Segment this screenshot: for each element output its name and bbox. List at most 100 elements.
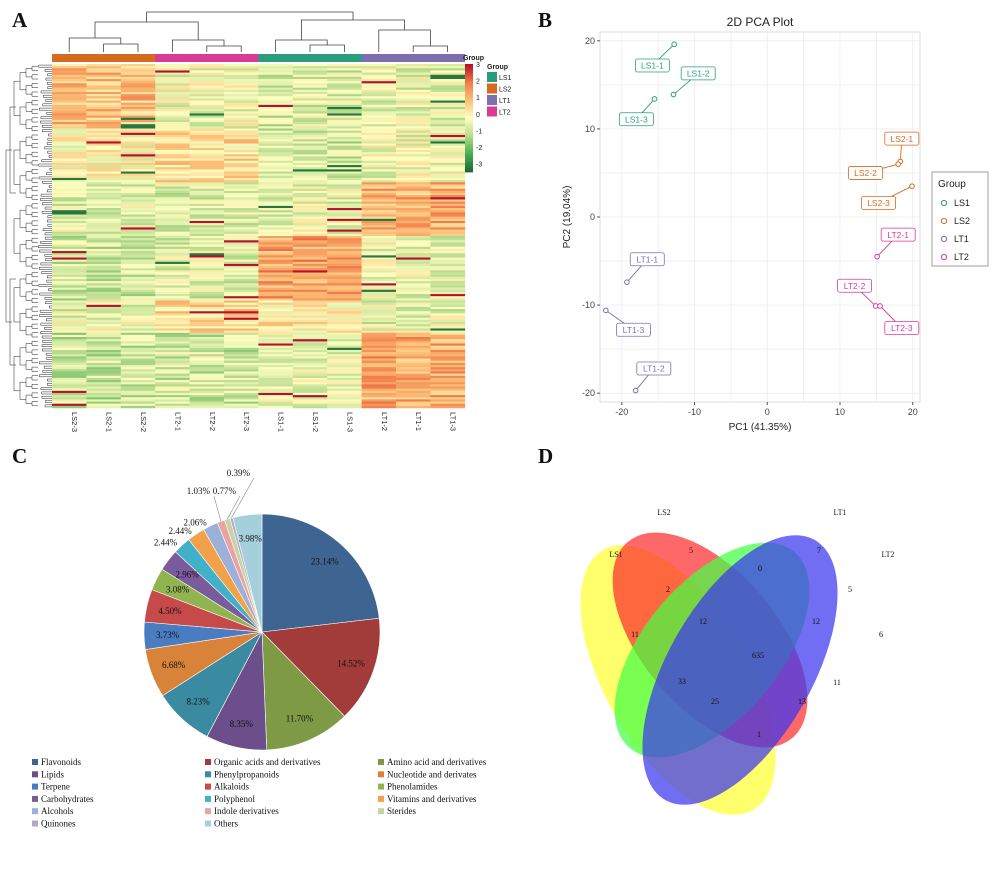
heatmap-cell <box>86 373 122 376</box>
color-scale-step <box>465 135 473 138</box>
pie-legend-label: Alkaloids <box>214 782 249 792</box>
dendrogram-branch <box>25 85 32 95</box>
heatmap-cell <box>327 87 362 91</box>
heatmap-cell <box>224 197 259 200</box>
heatmap-cell <box>224 143 259 146</box>
heatmap-cell <box>52 326 87 329</box>
heatmap-cell <box>327 263 362 267</box>
heatmap-cell <box>189 309 225 312</box>
heatmap-cell <box>396 188 431 192</box>
heatmap-cell <box>292 362 328 366</box>
heatmap-cell <box>155 208 190 211</box>
heatmap-cell <box>52 294 87 297</box>
heatmap-cell <box>224 162 259 166</box>
heatmap-cell <box>361 291 397 295</box>
heatmap-group-bar <box>155 54 190 62</box>
heatmap-cell <box>292 214 328 217</box>
heatmap-cell <box>155 150 190 153</box>
heatmap-cell <box>430 150 466 153</box>
heatmap-cell <box>224 330 259 333</box>
dendrogram-leaf <box>47 223 52 227</box>
heatmap-cell <box>258 173 294 177</box>
heatmap-cell <box>327 257 362 260</box>
heatmap-cell <box>327 70 362 73</box>
heatmap-cell <box>430 302 466 306</box>
heatmap-cell <box>292 167 328 170</box>
heatmap-cell <box>189 137 225 140</box>
heatmap-cell <box>120 304 156 308</box>
heatmap-cell <box>292 96 328 99</box>
heatmap-cell <box>430 220 466 224</box>
heatmap-cell <box>189 315 225 318</box>
heatmap-cell <box>189 210 225 213</box>
heatmap-cell <box>155 190 190 194</box>
heatmap-cell <box>120 156 156 159</box>
heatmap-cell <box>327 270 362 273</box>
heatmap-cell <box>86 313 122 316</box>
dendrogram-leaf <box>46 142 52 145</box>
heatmap-cell <box>292 182 328 185</box>
heatmap-cell <box>86 141 122 144</box>
heatmap-cell <box>155 347 190 351</box>
heatmap-cell <box>396 360 431 364</box>
heatmap-cell <box>361 147 397 151</box>
heatmap-cell <box>155 326 190 329</box>
heatmap-cell <box>224 360 259 364</box>
heatmap-cell <box>258 89 294 93</box>
heatmap-cell <box>258 100 294 103</box>
heatmap-cell <box>155 87 190 91</box>
heatmap-cell <box>189 212 225 215</box>
heatmap-cell <box>396 354 431 357</box>
heatmap-cell <box>430 171 466 174</box>
heatmap-cell <box>292 375 328 379</box>
heatmap-cell <box>292 173 328 177</box>
dendrogram-leaf <box>46 318 52 322</box>
heatmap-cell <box>430 218 466 222</box>
heatmap-cell <box>224 195 259 198</box>
heatmap-cell <box>120 255 156 258</box>
heatmap-cell <box>258 130 294 134</box>
dendrogram-leaf <box>46 112 52 115</box>
heatmap-cell <box>258 341 294 344</box>
heatmap-cell <box>292 294 328 297</box>
heatmap-cell <box>224 349 259 353</box>
heatmap-cell <box>189 266 225 269</box>
heatmap-cell <box>327 362 362 366</box>
heatmap-cell <box>396 403 431 407</box>
heatmap-cell <box>155 248 190 252</box>
dendrogram-leaf <box>41 202 52 206</box>
heatmap-cell <box>189 107 225 110</box>
heatmap-cell <box>52 358 87 361</box>
heatmap-cell <box>327 141 362 144</box>
heatmap-cell <box>361 306 397 310</box>
heatmap-cell <box>292 236 328 239</box>
heatmap-cell <box>361 405 397 409</box>
pie-legend-label: Flavonoids <box>41 757 82 767</box>
heatmap-cell <box>258 109 294 112</box>
group-legend-swatch <box>487 72 497 82</box>
heatmap-cell <box>189 347 225 351</box>
heatmap-cell <box>292 309 328 312</box>
dendrogram-branch <box>25 240 32 250</box>
heatmap-cell <box>258 306 294 310</box>
pie-slice <box>261 617 381 717</box>
heatmap-cell <box>258 347 294 351</box>
heatmap-cell <box>327 124 362 127</box>
heatmap-cell <box>86 113 122 116</box>
heatmap-cell <box>396 339 431 342</box>
heatmap-cell <box>327 373 362 376</box>
dendrogram-leaf <box>42 180 52 184</box>
heatmap-cell <box>189 279 225 282</box>
heatmap-cell <box>120 287 156 290</box>
heatmap-cell <box>155 253 190 256</box>
heatmap-cell <box>258 365 294 368</box>
heatmap-cell <box>189 154 225 157</box>
heatmap-cell <box>86 397 122 400</box>
heatmap-cell <box>52 386 87 389</box>
heatmap-cell <box>258 214 294 217</box>
heatmap-cell <box>396 130 431 134</box>
heatmap-cell <box>292 111 328 114</box>
heatmap-cell <box>120 201 156 204</box>
heatmap-cell <box>396 283 431 286</box>
heatmap-cell <box>327 150 362 153</box>
